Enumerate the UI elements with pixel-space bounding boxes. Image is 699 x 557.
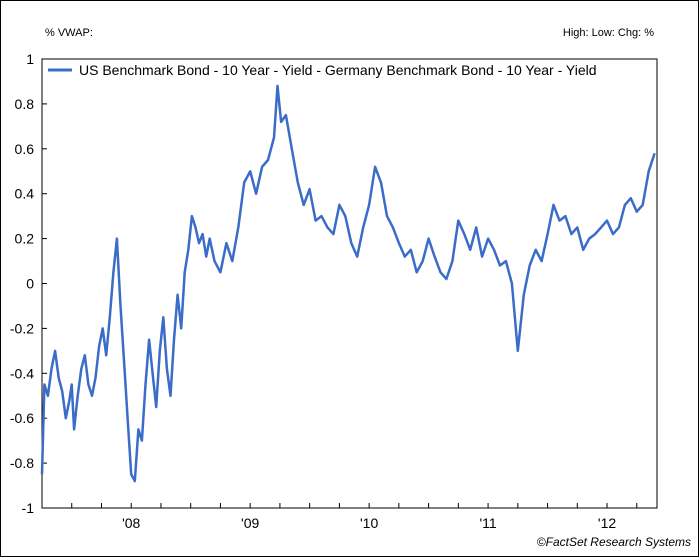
legend: US Benchmark Bond - 10 Year - Yield - Ge… — [48, 62, 597, 78]
series-line — [40, 84, 656, 483]
plot-area — [41, 58, 658, 509]
y-tick-label: -0.6 — [10, 410, 34, 426]
y-tick-label: 1 — [26, 51, 34, 67]
y-tick-label: 0.2 — [15, 231, 35, 247]
y-tick-label: -1 — [22, 500, 35, 516]
legend-label: US Benchmark Bond - 10 Year - Yield - Ge… — [79, 62, 597, 78]
credit-text: ©FactSet Research Systems — [536, 535, 691, 549]
x-tick-label: '10 — [360, 515, 378, 531]
y-tick-label: -0.8 — [10, 455, 34, 471]
y-tick-label: 0.8 — [15, 96, 35, 112]
y-tick-label: -0.2 — [10, 320, 34, 336]
header-vwap: % VWAP: — [45, 27, 93, 39]
y-tick-label: 0.4 — [15, 186, 35, 202]
y-axis: 1 0.8 0.6 0.4 0.2 0 -0.2 -0.4 -0.6 -0.8 -1 — [10, 51, 47, 516]
y-tick-label: 0 — [26, 276, 34, 292]
y-tick-label: -0.4 — [10, 365, 34, 381]
x-tick-label: '11 — [479, 515, 496, 531]
series-group — [40, 84, 656, 483]
x-tick-label: '12 — [598, 515, 616, 531]
x-tick-label: '08 — [122, 515, 140, 531]
x-axis: '08 '09 '10 '11 '12 — [41, 503, 638, 531]
x-tick-label: '09 — [241, 515, 259, 531]
y-tick-label: 0.6 — [15, 141, 35, 157]
header-high-low-chg: High: Low: Chg: % — [562, 27, 654, 39]
